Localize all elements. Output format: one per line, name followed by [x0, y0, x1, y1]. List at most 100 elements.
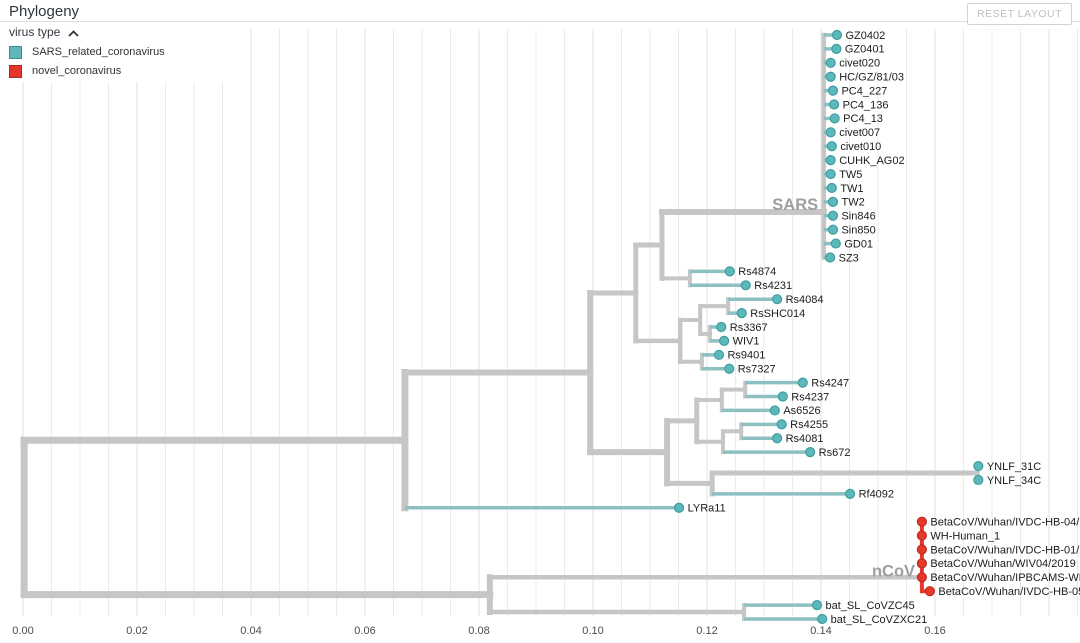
- tip-node[interactable]: [825, 57, 836, 68]
- tip-node[interactable]: [973, 474, 984, 486]
- tip-node[interactable]: [825, 168, 836, 180]
- tip-label: Sin850: [841, 224, 875, 236]
- x-axis: 0.00 0.02 0.04 0.06 0.08 0.10 0.12 0.14 0.16: [12, 625, 945, 637]
- tip-node[interactable]: [829, 113, 840, 124]
- axis-tick-label: 0.12: [696, 625, 717, 637]
- tip-node[interactable]: [724, 266, 735, 277]
- tip-node[interactable]: [713, 349, 725, 360]
- legend-item-ncov[interactable]: novel_coronavirus: [9, 64, 244, 78]
- tip-label: bat_SL_CoVZC45: [826, 600, 915, 612]
- tip-node[interactable]: [844, 488, 856, 499]
- tip-node[interactable]: [830, 238, 841, 249]
- tip-node[interactable]: [825, 252, 836, 263]
- tip-label: GZ0402: [845, 30, 885, 42]
- tip-node[interactable]: [797, 377, 808, 388]
- axis-tick-label: 0.16: [924, 625, 945, 637]
- tip-node[interactable]: [916, 516, 927, 527]
- axis-tick-label: 0.06: [354, 625, 375, 637]
- tip-label: BetaCoV/Wuhan/IVDC-HB-04/2020: [930, 516, 1080, 528]
- tip-node[interactable]: [740, 280, 751, 291]
- tip-node[interactable]: [831, 29, 843, 41]
- tip-node[interactable]: [916, 572, 927, 583]
- tip-node[interactable]: [805, 447, 816, 458]
- tip-node[interactable]: [827, 85, 839, 96]
- tip-node[interactable]: [817, 613, 828, 625]
- tip-label: YNLF_31C: [987, 461, 1041, 473]
- tip-node[interactable]: [673, 502, 685, 513]
- tip-node[interactable]: [769, 405, 780, 416]
- tip-label: Rs4084: [786, 294, 824, 306]
- clade-label: SARS: [772, 196, 818, 214]
- clade-label: nCoV: [872, 563, 915, 581]
- axis-tick-label: 0.00: [12, 625, 33, 637]
- tip-node[interactable]: [736, 308, 747, 319]
- tip-label: WIV1: [733, 336, 760, 348]
- tip-label: Rs3367: [730, 322, 768, 334]
- tip-label: Rs4081: [786, 433, 824, 445]
- tip-node[interactable]: [718, 335, 730, 347]
- tip-label: Rs7327: [738, 364, 776, 376]
- tip-node[interactable]: [916, 558, 927, 569]
- tip-label: Rs4255: [790, 419, 828, 431]
- legend-item-sars[interactable]: SARS_related_coronavirus: [9, 45, 244, 59]
- tip-node[interactable]: [825, 71, 836, 82]
- tip-node[interactable]: [825, 127, 836, 138]
- tip-node[interactable]: [829, 99, 840, 110]
- tip-label: Sin846: [841, 211, 875, 223]
- tip-label: civet010: [840, 141, 881, 153]
- tip-label: Rs4247: [811, 377, 849, 389]
- tip-label: PC4_13: [843, 113, 883, 125]
- tip-label: HC/GZ/81/03: [839, 72, 904, 84]
- tip-label: BetaCoV/Wuhan/WIV04/2019: [930, 558, 1075, 570]
- axis-tick-label: 0.08: [468, 625, 489, 637]
- tip-label: BetaCoV/Wuhan/IPBCAMS-WH-01/2: [930, 572, 1080, 584]
- tip-label: TW1: [840, 183, 863, 195]
- tip-label: CUHK_AG02: [839, 155, 904, 167]
- tip-node[interactable]: [776, 419, 787, 430]
- chevron-up-icon[interactable]: [68, 26, 79, 40]
- tip-label: PC4_227: [841, 85, 887, 97]
- axis-tick-label: 0.10: [582, 625, 603, 637]
- tip-node[interactable]: [724, 363, 735, 374]
- tip-node[interactable]: [973, 460, 984, 472]
- tip-label: SZ3: [839, 252, 859, 264]
- tip-node[interactable]: [916, 530, 927, 541]
- legend-title: virus type: [9, 25, 61, 39]
- tip-node[interactable]: [826, 182, 837, 194]
- tip-node[interactable]: [831, 43, 842, 55]
- legend-item-label: SARS_related_coronavirus: [32, 46, 165, 58]
- tip-label: Rs4231: [754, 280, 792, 292]
- tip-label: BetaCoV/Wuhan/IVDC-HB-05/2019: [938, 586, 1080, 598]
- tip-label: TW2: [841, 197, 864, 209]
- tip-node[interactable]: [827, 196, 839, 207]
- tip-label: YNLF_34C: [987, 475, 1041, 487]
- tip-node[interactable]: [772, 433, 783, 444]
- tip-node[interactable]: [777, 391, 788, 402]
- tip-node[interactable]: [827, 224, 839, 235]
- tip-label: civet020: [839, 58, 880, 70]
- tip-node[interactable]: [772, 294, 783, 305]
- tip-label: Rs4237: [791, 391, 829, 403]
- tip-node[interactable]: [826, 141, 837, 152]
- tip-node[interactable]: [916, 544, 927, 555]
- reset-layout-button[interactable]: RESET LAYOUT: [967, 3, 1072, 25]
- tip-label: TW5: [839, 169, 862, 181]
- axis-tick-label: 0.02: [126, 625, 147, 637]
- header-bar: Phylogeny: [0, 0, 1080, 22]
- tip-node[interactable]: [811, 600, 823, 611]
- tip-node[interactable]: [924, 586, 935, 597]
- tip-node[interactable]: [716, 321, 727, 333]
- tip-node[interactable]: [827, 210, 839, 221]
- sars-color-swatch: [9, 45, 22, 59]
- tip-label: As6526: [783, 405, 820, 417]
- axis-tick-label: 0.04: [240, 625, 261, 637]
- tip-label: GD01: [844, 238, 873, 250]
- tip-label: Rs672: [819, 447, 851, 459]
- gridlines: [22, 29, 1078, 616]
- tip-label: Rf4092: [859, 489, 894, 501]
- page-title: Phylogeny: [9, 3, 80, 20]
- tip-label: GZ0401: [845, 44, 885, 56]
- legend-toggle[interactable]: virus type: [9, 24, 244, 40]
- tip-label: Rs9401: [727, 350, 765, 362]
- tip-node[interactable]: [825, 155, 836, 166]
